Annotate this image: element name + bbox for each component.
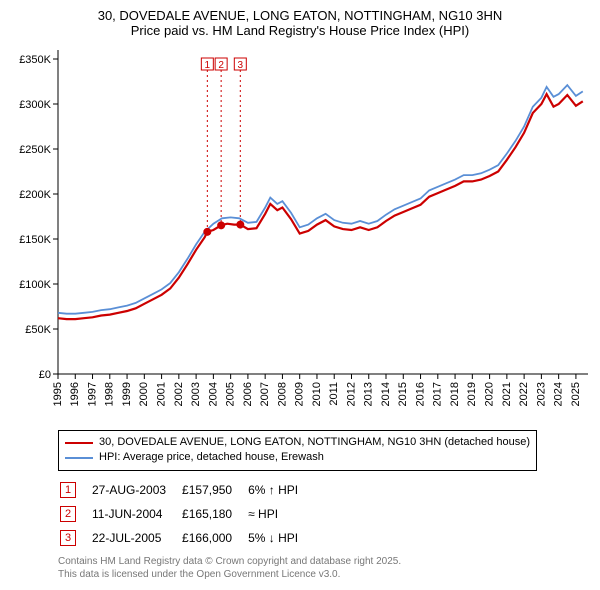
- x-tick-label: 2011: [328, 382, 340, 406]
- x-tick-label: 2017: [432, 382, 444, 406]
- chart-svg: £0 £50K £100K £150K £200K £250K £300K £350K 1995…: [10, 44, 590, 424]
- x-tick-label: 1995: [52, 382, 64, 406]
- sale-date: 22-JUL-2005: [92, 527, 180, 549]
- y-tick-label: £350K: [19, 54, 51, 66]
- x-tick-label: 2020: [484, 382, 496, 406]
- x-tick-label: 2010: [311, 382, 323, 406]
- sale-marker-number: 3: [238, 60, 244, 71]
- x-tick-label: 2012: [345, 382, 357, 406]
- legend-label: 30, DOVEDALE AVENUE, LONG EATON, NOTTING…: [99, 435, 530, 450]
- x-tick-label: 2001: [155, 382, 167, 406]
- sales-row: 1 27-AUG-2003£157,9506% ↑ HPI: [60, 479, 312, 501]
- sale-point: [217, 221, 225, 229]
- legend-label: HPI: Average price, detached house, Erew…: [99, 450, 324, 465]
- y-tick-label: £100K: [19, 279, 51, 291]
- sale-date: 11-JUN-2004: [92, 503, 180, 525]
- legend-swatch: [65, 442, 93, 444]
- legend-row: HPI: Average price, detached house, Erew…: [65, 450, 530, 465]
- x-tick-label: 1996: [69, 382, 81, 406]
- legend-swatch: [65, 457, 93, 459]
- x-tick-label: 2018: [449, 382, 461, 406]
- sale-price: £166,000: [182, 527, 246, 549]
- x-tick-label: 2016: [414, 382, 426, 406]
- legend: 30, DOVEDALE AVENUE, LONG EATON, NOTTING…: [58, 430, 537, 471]
- x-tick-label: 2019: [466, 382, 478, 406]
- attribution-line1: Contains HM Land Registry data © Crown c…: [58, 555, 590, 568]
- x-tick-label: 2004: [207, 382, 219, 406]
- sale-marker-icon: 2: [60, 506, 76, 522]
- sale-price: £165,180: [182, 503, 246, 525]
- x-tick-label: 2024: [553, 382, 565, 406]
- chart-container: 30, DOVEDALE AVENUE, LONG EATON, NOTTING…: [0, 0, 600, 587]
- sale-date: 27-AUG-2003: [92, 479, 180, 501]
- x-tick-label: 1997: [86, 382, 98, 406]
- chart-title-block: 30, DOVEDALE AVENUE, LONG EATON, NOTTING…: [10, 8, 590, 38]
- x-tick-label: 2013: [363, 382, 375, 406]
- x-tick-label: 1998: [104, 382, 116, 406]
- x-tick-label: 2014: [380, 382, 392, 406]
- x-tick-label: 2009: [294, 382, 306, 406]
- sale-marker-icon: 3: [60, 530, 76, 546]
- x-tick-label: 2022: [518, 382, 530, 406]
- attribution-line2: This data is licensed under the Open Gov…: [58, 568, 590, 581]
- sale-marker-icon: 1: [60, 482, 76, 498]
- sale-price: £157,950: [182, 479, 246, 501]
- y-tick-label: £200K: [19, 189, 51, 201]
- x-tick-label: 2023: [535, 382, 547, 406]
- x-tick-label: 1999: [121, 382, 133, 406]
- x-tick-label: 2003: [190, 382, 202, 406]
- x-tick-label: 2007: [259, 382, 271, 406]
- sale-marker-number: 1: [205, 60, 211, 71]
- sale-delta: 6% ↑ HPI: [248, 479, 312, 501]
- sales-row: 3 22-JUL-2005£166,0005% ↓ HPI: [60, 527, 312, 549]
- x-tick-label: 2015: [397, 382, 409, 406]
- x-tick-label: 2000: [138, 382, 150, 406]
- y-tick-label: £300K: [19, 99, 51, 111]
- y-tick-label: £250K: [19, 144, 51, 156]
- x-tick-label: 2008: [276, 382, 288, 406]
- sale-marker-number: 2: [218, 60, 224, 71]
- sale-delta: 5% ↓ HPI: [248, 527, 312, 549]
- attribution: Contains HM Land Registry data © Crown c…: [58, 555, 590, 581]
- y-tick-label: £50K: [25, 324, 51, 336]
- y-tick-label: £150K: [19, 234, 51, 246]
- plot-area: £0 £50K £100K £150K £200K £250K £300K £350K 1995…: [10, 44, 590, 424]
- sale-point: [203, 228, 211, 236]
- chart-title-line1: 30, DOVEDALE AVENUE, LONG EATON, NOTTING…: [10, 8, 590, 23]
- x-tick-label: 2002: [173, 382, 185, 406]
- x-tick-label: 2005: [225, 382, 237, 406]
- sale-delta: ≈ HPI: [248, 503, 312, 525]
- sales-row: 2 11-JUN-2004£165,180≈ HPI: [60, 503, 312, 525]
- x-tick-label: 2021: [501, 382, 513, 406]
- series-property: [58, 94, 583, 319]
- x-tick-label: 2025: [570, 382, 582, 406]
- chart-title-line2: Price paid vs. HM Land Registry's House …: [10, 23, 590, 38]
- sales-table: 1 27-AUG-2003£157,9506% ↑ HPI 2 11-JUN-2004…: [58, 477, 314, 551]
- x-tick-label: 2006: [242, 382, 254, 406]
- series-hpi: [58, 85, 583, 314]
- y-tick-label: £0: [39, 369, 51, 381]
- sale-point: [236, 221, 244, 229]
- legend-row: 30, DOVEDALE AVENUE, LONG EATON, NOTTING…: [65, 435, 530, 450]
